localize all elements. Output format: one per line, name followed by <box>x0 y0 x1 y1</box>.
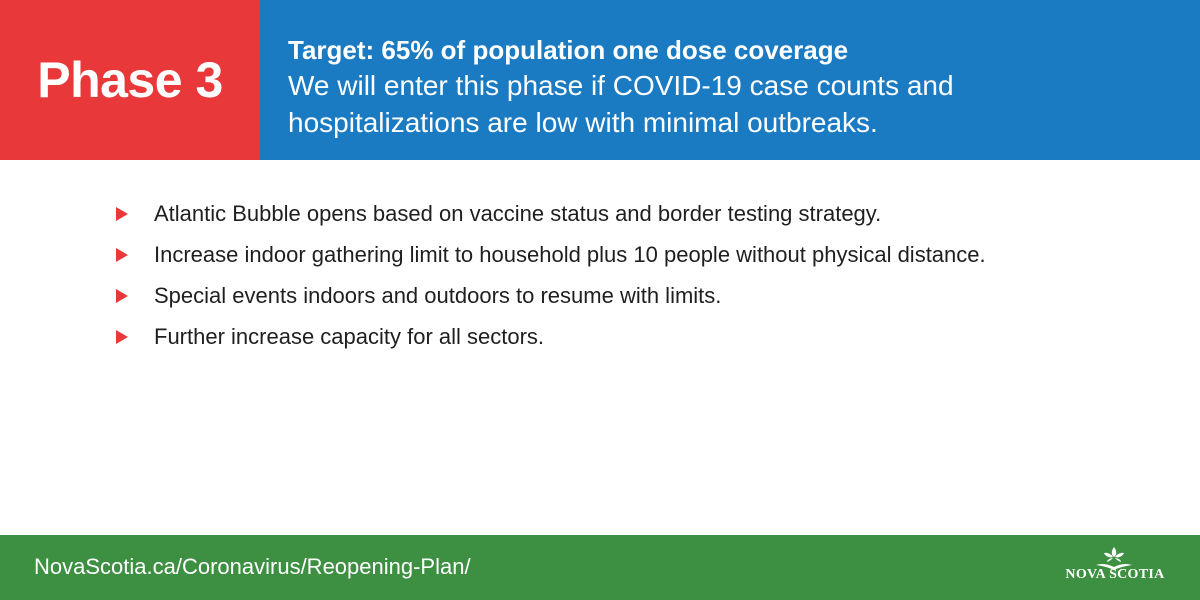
phase-label: Phase 3 <box>37 52 223 108</box>
target-description: We will enter this phase if COVID-19 cas… <box>288 70 954 138</box>
mayflower-icon <box>1096 547 1132 570</box>
list-item: Increase indoor gathering limit to house… <box>116 240 996 270</box>
header-banner: Phase 3 Target: 65% of population one do… <box>0 0 1200 160</box>
list-item-text: Atlantic Bubble opens based on vaccine s… <box>154 201 882 226</box>
phase-box: Phase 3 <box>0 0 260 160</box>
target-box: Target: 65% of population one dose cover… <box>260 0 1200 160</box>
triangle-bullet-icon <box>116 289 128 303</box>
bullet-list: Atlantic Bubble opens based on vaccine s… <box>116 199 996 363</box>
list-item: Atlantic Bubble opens based on vaccine s… <box>116 199 996 229</box>
triangle-bullet-icon <box>116 207 128 221</box>
target-title: Target: 65% of population one dose cover… <box>288 35 849 65</box>
footer-url-link[interactable]: NovaScotia.ca/Coronavirus/Reopening-Plan… <box>34 554 471 579</box>
nova-scotia-wordmark: NOVA SCOTIA <box>1065 567 1165 582</box>
list-item-text: Further increase capacity for all sector… <box>154 324 545 349</box>
nova-scotia-logo: NOVA SCOTIA <box>1060 545 1170 591</box>
triangle-bullet-icon <box>116 330 128 344</box>
list-item: Special events indoors and outdoors to r… <box>116 281 996 311</box>
list-item: Further increase capacity for all sector… <box>116 322 996 352</box>
triangle-bullet-icon <box>116 248 128 262</box>
list-item-text: Increase indoor gathering limit to house… <box>154 242 986 267</box>
footer-bar: NovaScotia.ca/Coronavirus/Reopening-Plan… <box>0 535 1200 600</box>
list-item-text: Special events indoors and outdoors to r… <box>154 283 722 308</box>
